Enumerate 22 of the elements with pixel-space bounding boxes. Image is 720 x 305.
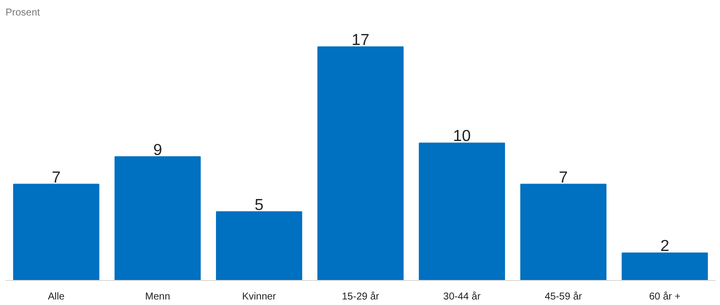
- bar: [13, 184, 100, 280]
- x-tick-label: Menn: [145, 292, 170, 302]
- x-tick-label: Kvinner: [242, 292, 277, 302]
- data-label: 10: [453, 128, 471, 146]
- data-label: 5: [254, 196, 264, 214]
- x-tick-label: 15-29 år: [342, 290, 380, 302]
- x-tick-label: Alle: [48, 292, 65, 302]
- data-label: 9: [153, 142, 162, 159]
- bar: [114, 156, 201, 280]
- x-tick-label: 45-59 år: [544, 290, 583, 302]
- data-label: 17: [352, 32, 370, 49]
- x-tick-label: 30-44 år: [443, 290, 482, 302]
- bar: [216, 211, 302, 280]
- data-label: 7: [558, 169, 568, 186]
- data-label: 7: [52, 169, 61, 186]
- x-tick-label: 60 år +: [649, 290, 681, 302]
- bar: [418, 142, 506, 280]
- y-axis-title: Prosent: [6, 8, 40, 18]
- bar: [520, 184, 606, 280]
- bar: [622, 252, 708, 280]
- data-label: 2: [660, 238, 670, 256]
- bar: [317, 46, 404, 280]
